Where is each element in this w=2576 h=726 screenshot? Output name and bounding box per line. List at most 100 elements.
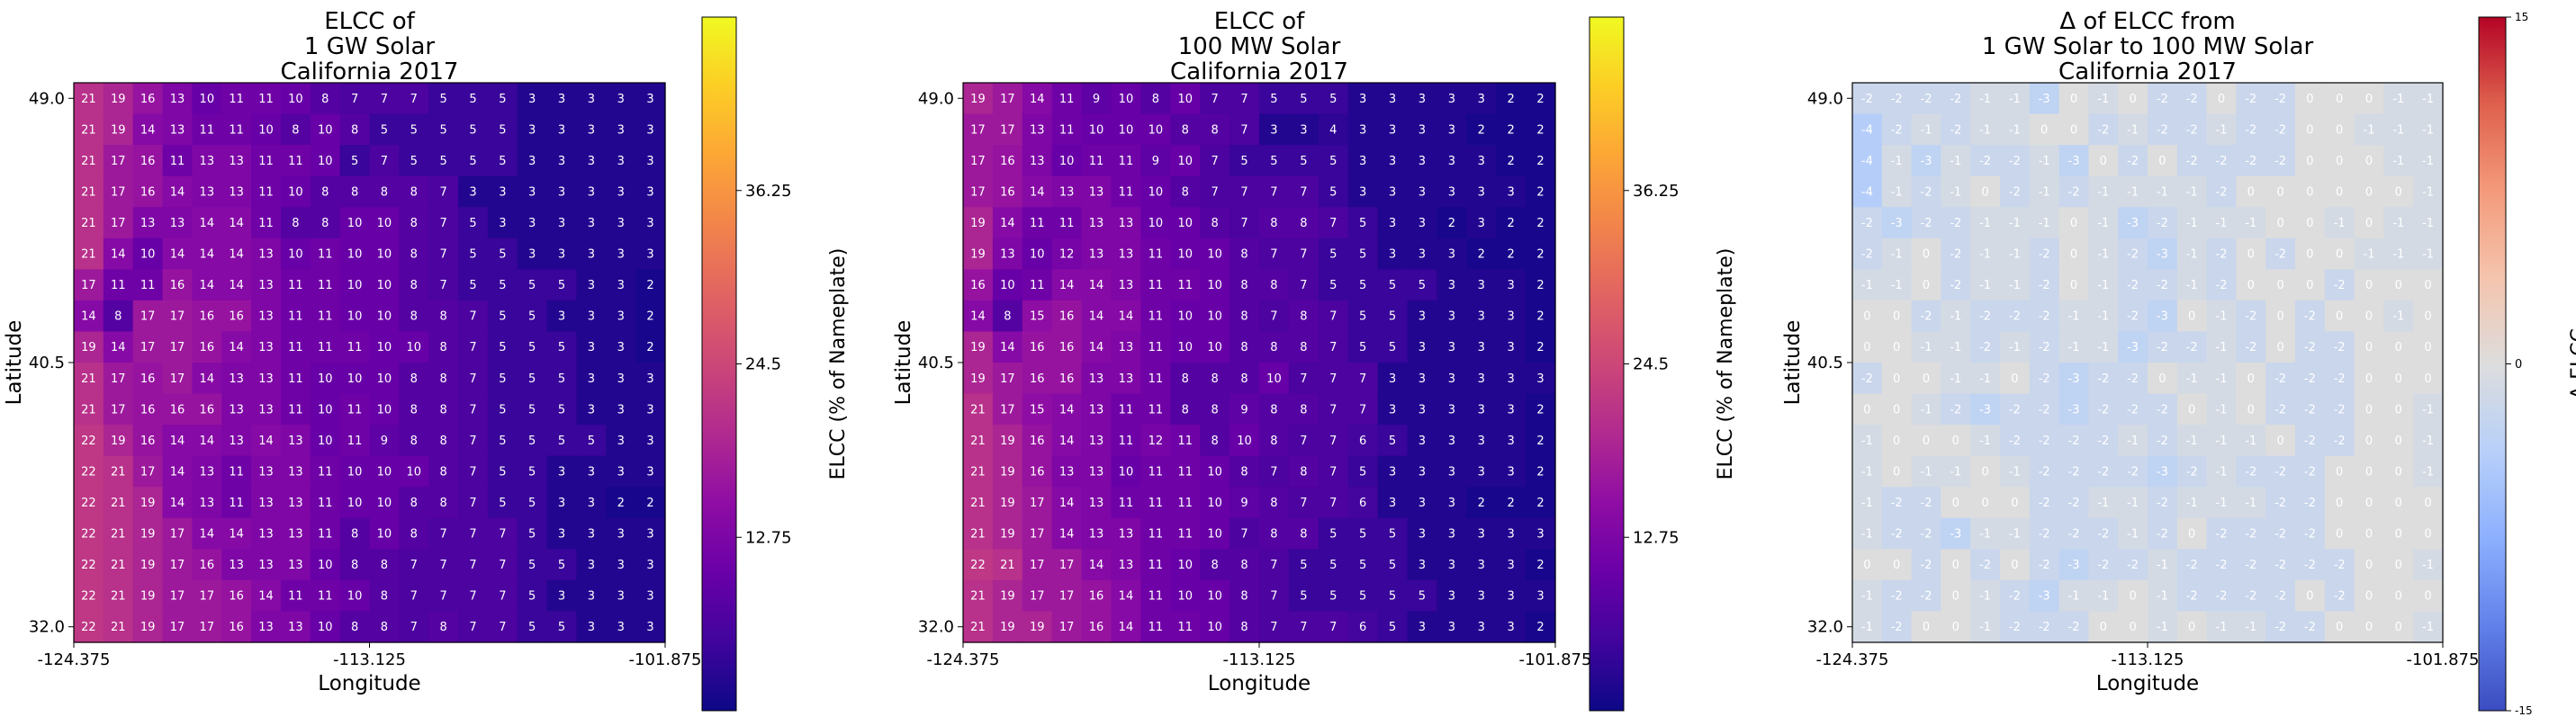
heatmap-cell	[1140, 425, 1171, 457]
cell-value-label: -1	[2009, 465, 2021, 479]
heatmap-cell	[1496, 207, 1527, 239]
cell-value-label: 11	[258, 185, 274, 199]
cell-value-label: 7	[410, 590, 418, 604]
cell-value-label: 16	[1030, 372, 1045, 386]
cell-value-label: 13	[1119, 248, 1134, 262]
heatmap-cell	[2118, 113, 2148, 146]
heatmap-cell	[74, 175, 104, 208]
heatmap-cell	[1466, 425, 1497, 457]
cell-value-label: 13	[1089, 435, 1104, 448]
heatmap-cell	[339, 300, 371, 333]
cell-value-label: 3	[1508, 465, 1515, 479]
heatmap-cell	[1229, 269, 1260, 301]
cell-value-label: 3	[528, 123, 536, 137]
cell-value-label: -1	[2097, 497, 2109, 510]
x-tick-label: -113.125	[2112, 650, 2184, 669]
cell-value-label: -1	[2157, 559, 2168, 572]
cell-value-label: 13	[1119, 341, 1134, 354]
heatmap-cell	[1911, 393, 1941, 426]
heatmap-cell	[1200, 487, 1230, 519]
cell-value-label: 13	[229, 435, 244, 448]
heatmap-cell	[992, 579, 1023, 613]
heatmap-cell	[1466, 393, 1497, 426]
cell-value-label: 11	[1148, 403, 1164, 417]
cell-value-label: 14	[1000, 217, 1015, 230]
cell-value-label: 3	[1478, 185, 1485, 199]
cell-value-label: -2	[1921, 93, 1932, 106]
heatmap-cell	[992, 207, 1023, 239]
heatmap-cell	[2118, 83, 2148, 115]
cell-value-label: 11	[318, 248, 333, 262]
cell-value-label: 3	[617, 372, 625, 386]
cell-value-label: 10	[407, 341, 422, 354]
cell-value-label: -1	[2422, 155, 2434, 168]
heatmap-cell	[1526, 425, 1556, 457]
heatmap-cell	[1022, 300, 1053, 333]
cell-value-label: 5	[499, 372, 506, 386]
heatmap-cell	[1881, 579, 1913, 613]
heatmap-cell	[2383, 113, 2414, 146]
cell-value-label: 11	[318, 279, 333, 292]
cell-value-label: 0	[2306, 123, 2313, 137]
heatmap-cell	[2206, 393, 2237, 426]
heatmap-cell	[2058, 207, 2089, 239]
heatmap-cell	[1200, 393, 1230, 426]
cell-value-label: -1	[2392, 123, 2404, 137]
heatmap-cell	[428, 269, 459, 301]
heatmap-cell	[963, 393, 994, 426]
cell-value-label: -2	[2245, 93, 2256, 106]
cell-value-label: 3	[588, 279, 595, 292]
heatmap-cell	[428, 393, 459, 426]
cell-value-label: -1	[2422, 123, 2434, 137]
heatmap-cell	[1288, 83, 1320, 115]
cell-value-label: 16	[1059, 341, 1075, 354]
heatmap-cell	[1288, 455, 1320, 488]
cell-value-label: -1	[1979, 528, 1991, 542]
heatmap-cell	[1526, 611, 1556, 643]
heatmap-cell	[1288, 269, 1320, 301]
cell-value-label: -2	[1979, 341, 1991, 354]
cell-value-label: 3	[1478, 465, 1485, 479]
heatmap-cell	[1111, 175, 1141, 208]
cell-value-label: 0	[2395, 341, 2402, 354]
heatmap-cell	[1051, 238, 1083, 270]
cell-value-label: 5	[469, 279, 476, 292]
cell-value-label: 3	[499, 217, 506, 230]
heatmap-cell	[2206, 207, 2237, 239]
heatmap-cell	[2029, 517, 2060, 550]
heatmap-cell	[221, 175, 252, 208]
heatmap-cell	[2354, 175, 2384, 208]
heatmap-cell	[1407, 425, 1437, 457]
heatmap-cell	[2413, 393, 2444, 426]
heatmap-cell	[1140, 175, 1171, 208]
heatmap-cell	[517, 393, 548, 426]
cell-value-label: 10	[377, 248, 392, 262]
cell-value-label: 3	[1508, 435, 1515, 448]
heatmap-cell	[132, 579, 164, 613]
cell-value-label: -2	[2334, 590, 2346, 604]
heatmap-cell	[2176, 331, 2208, 363]
heatmap-cell	[1022, 517, 1053, 550]
cell-value-label: -2	[2039, 372, 2050, 386]
cell-value-label: -1	[2009, 279, 2021, 292]
heatmap-cell	[2206, 238, 2237, 270]
cell-value-label: 11	[200, 123, 215, 137]
heatmap-cell	[1526, 83, 1556, 115]
heatmap-cell	[339, 579, 371, 613]
cell-value-label: 12	[1148, 435, 1164, 448]
heatmap-cell	[2295, 579, 2326, 613]
cell-value-label: -1	[2216, 310, 2228, 324]
heatmap-cell	[2236, 363, 2266, 395]
heatmap-cell	[339, 145, 371, 177]
cell-value-label: -1	[1950, 372, 1961, 386]
heatmap-cell	[2058, 175, 2089, 208]
y-tick-label: 32.0	[29, 618, 65, 637]
cell-value-label: 7	[499, 559, 506, 572]
cell-value-label: 5	[1329, 528, 1337, 542]
heatmap-cell	[1407, 113, 1437, 146]
y-tick-label: 40.5	[918, 354, 954, 372]
heatmap-cell	[1941, 363, 1971, 395]
cell-value-label: 3	[1478, 403, 1485, 417]
heatmap-cell	[1466, 269, 1497, 301]
heatmap-cell	[963, 83, 994, 115]
